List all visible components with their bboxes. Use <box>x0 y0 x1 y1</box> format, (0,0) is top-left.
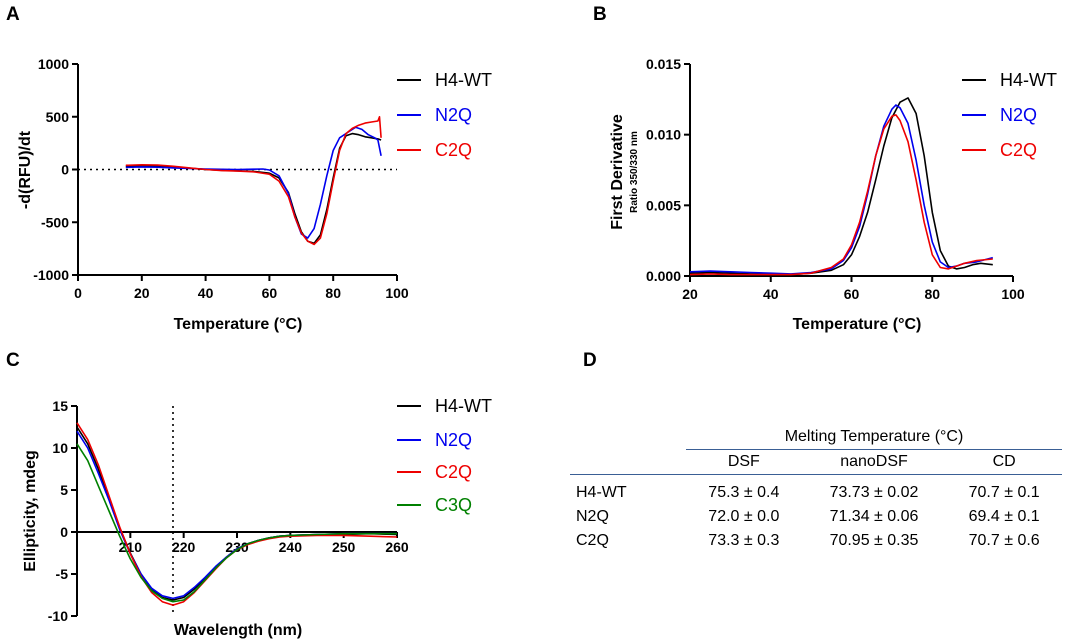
x-tick-label: 240 <box>279 539 303 555</box>
x-tick-label: 210 <box>119 539 143 555</box>
x-tick-label: 220 <box>172 539 196 555</box>
y-tick-label: 1000 <box>38 56 69 72</box>
x-tick-label: 20 <box>682 286 698 302</box>
cell-dsf: 73.3 ± 0.3 <box>708 532 780 549</box>
legend-label: N2Q <box>435 430 472 450</box>
x-tick-label: 60 <box>844 286 860 302</box>
y-tick-label: -10 <box>48 608 68 624</box>
x-tick-label: 100 <box>385 285 409 301</box>
y-tick-label: 5 <box>60 482 68 498</box>
series-line-h4-wt <box>125 132 382 245</box>
cell-cd: 69.4 ± 0.1 <box>968 508 1040 525</box>
legend-label: C3Q <box>435 495 472 515</box>
series-line-c2q <box>76 422 398 606</box>
x-tick-label: 40 <box>763 286 779 302</box>
group-header: Melting Temperature (°C) <box>686 425 1062 450</box>
panel-b-label: B <box>593 4 607 25</box>
x-tick-label: 80 <box>325 285 341 301</box>
x-tick-label: 40 <box>198 285 214 301</box>
x-tick-label: 250 <box>332 539 356 555</box>
panel-c-label: C <box>6 350 20 371</box>
melting-temperature-table: Melting Temperature (°C) DSF nanoDSF CD … <box>570 425 1062 553</box>
cell-dsf: 75.3 ± 0.4 <box>708 484 780 501</box>
panel-b-xlabel: Temperature (°C) <box>793 316 922 333</box>
cell-nanodsf: 71.34 ± 0.06 <box>829 508 919 525</box>
panel-b-ylabel: First Derivative <box>609 114 626 230</box>
x-tick-label: 80 <box>924 286 940 302</box>
cell-nanodsf: 70.95 ± 0.35 <box>829 532 919 549</box>
tm-table: Melting Temperature (°C) DSF nanoDSF CD … <box>570 425 1062 553</box>
row-name: C2Q <box>576 532 609 549</box>
table-row: N2Q 72.0 ± 0.0 71.34 ± 0.06 69.4 ± 0.1 <box>570 505 1062 529</box>
panel-c-ylabel: Ellipticity, mdeg <box>22 450 39 572</box>
y-tick-label: 0.000 <box>646 268 681 284</box>
y-tick-label: 0 <box>60 524 68 540</box>
y-tick-label: 0 <box>61 162 69 178</box>
group-header-row: Melting Temperature (°C) <box>570 425 1062 450</box>
x-tick-label: 0 <box>74 285 82 301</box>
panel-d-label: D <box>583 350 597 371</box>
series-line-c3q <box>76 443 397 603</box>
column-header-nanodsf: nanoDSF <box>801 449 947 475</box>
series-line-c2q <box>125 116 382 246</box>
x-tick-label: 60 <box>262 285 278 301</box>
series-line-h4-wt <box>689 97 993 276</box>
series-line-n2q <box>689 104 994 275</box>
x-tick-label: 230 <box>225 539 249 555</box>
panel-a-label: A <box>6 4 20 25</box>
column-header-dsf: DSF <box>686 449 802 475</box>
y-tick-label: 10 <box>52 440 68 456</box>
table-row: C2Q 73.3 ± 0.3 70.95 ± 0.35 70.7 ± 0.6 <box>570 529 1062 553</box>
panel-b-ylabel-sub: Ratio 350/330 nm <box>629 131 640 213</box>
table-row: H4-WT 75.3 ± 0.4 73.73 ± 0.02 70.7 ± 0.1 <box>570 481 1062 505</box>
cell-cd: 70.7 ± 0.6 <box>968 532 1040 549</box>
panel-c-xlabel: Wavelength (nm) <box>174 622 302 639</box>
column-header-row: DSF nanoDSF CD <box>570 449 1062 475</box>
panel-a-xlabel: Temperature (°C) <box>174 316 303 333</box>
series-line-h4-wt <box>76 426 398 601</box>
x-tick-label: 100 <box>1001 286 1025 302</box>
panel-b-chart: B Temperature (°C) First Derivative Rati… <box>593 4 1057 333</box>
y-tick-label: -5 <box>56 566 69 582</box>
y-tick-label: -500 <box>41 214 69 230</box>
legend-label: H4-WT <box>435 70 492 90</box>
y-tick-label: 0.010 <box>646 127 681 143</box>
panel-c-chart: C Wavelength (nm) Ellipticity, mdeg -10 -… <box>6 350 492 639</box>
y-tick-label: 0.015 <box>646 56 681 72</box>
legend-label: C2Q <box>435 462 472 482</box>
series-line-c2q <box>689 114 993 276</box>
cell-nanodsf: 73.73 ± 0.02 <box>829 484 919 501</box>
column-header-cd: CD <box>946 449 1062 475</box>
legend-label: N2Q <box>435 105 472 125</box>
legend-label: H4-WT <box>1000 70 1057 90</box>
cell-cd: 70.7 ± 0.1 <box>968 484 1040 501</box>
legend-label: C2Q <box>1000 140 1037 160</box>
y-tick-label: 500 <box>46 109 70 125</box>
x-tick-label: 20 <box>134 285 150 301</box>
y-tick-label: 15 <box>52 398 68 414</box>
series-line-n2q <box>76 430 397 600</box>
legend-label: C2Q <box>435 140 472 160</box>
row-name: N2Q <box>576 508 609 525</box>
panel-a-chart: A Temperature (°C) -d(RFU)/dt -1000 -500 0… <box>6 4 492 333</box>
y-tick-label: -1000 <box>33 267 69 283</box>
row-name: H4-WT <box>576 484 627 501</box>
legend-label: H4-WT <box>435 396 492 416</box>
y-tick-label: 0.005 <box>646 197 681 213</box>
panel-a-ylabel: -d(RFU)/dt <box>17 130 34 209</box>
x-tick-label: 260 <box>385 539 409 555</box>
cell-dsf: 72.0 ± 0.0 <box>708 508 780 525</box>
legend-label: N2Q <box>1000 105 1037 125</box>
